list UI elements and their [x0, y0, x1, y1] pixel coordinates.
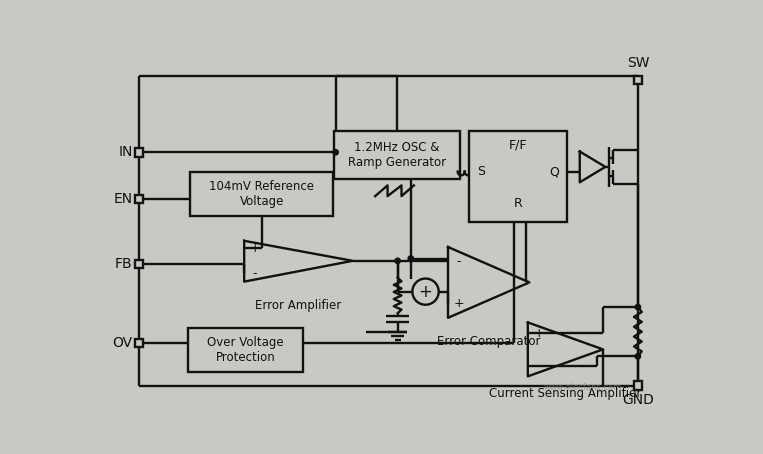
Text: Current Sensing Amplifier: Current Sensing Amplifier — [489, 387, 641, 400]
Text: FB: FB — [115, 257, 133, 271]
Circle shape — [635, 304, 641, 310]
Bar — [134, 195, 143, 203]
Text: EN: EN — [114, 192, 133, 206]
Text: +: + — [533, 327, 544, 340]
Text: Q: Q — [549, 165, 559, 178]
Circle shape — [635, 354, 641, 359]
Text: Over Voltage
Protection: Over Voltage Protection — [208, 336, 284, 364]
Text: -: - — [456, 255, 461, 268]
Bar — [633, 381, 642, 390]
Text: GND: GND — [622, 393, 654, 407]
Text: SW: SW — [626, 56, 649, 70]
Text: R: R — [513, 197, 522, 210]
Bar — [633, 76, 642, 84]
Text: +: + — [419, 283, 433, 301]
Text: +: + — [453, 297, 464, 310]
Text: F/F: F/F — [508, 139, 527, 152]
Text: +: + — [250, 242, 260, 255]
Circle shape — [395, 258, 401, 263]
Text: S: S — [477, 165, 485, 178]
Text: Error Amplifier: Error Amplifier — [256, 299, 342, 311]
Bar — [469, 132, 567, 222]
Bar — [188, 328, 303, 372]
Bar — [190, 172, 333, 216]
Bar — [334, 132, 459, 179]
Text: Error Comparator: Error Comparator — [436, 335, 540, 348]
Text: OV: OV — [112, 336, 133, 350]
Text: www.elecfans.com: www.elecfans.com — [544, 383, 623, 392]
Text: IN: IN — [118, 145, 133, 159]
Text: 1.2MHz OSC &
Ramp Generator: 1.2MHz OSC & Ramp Generator — [348, 141, 446, 169]
Bar — [134, 339, 143, 347]
Bar — [134, 260, 143, 268]
Circle shape — [333, 149, 338, 155]
Text: 104mV Reference
Voltage: 104mV Reference Voltage — [209, 180, 314, 208]
Text: -: - — [536, 359, 541, 372]
Bar — [134, 148, 143, 157]
Text: -: - — [253, 267, 257, 280]
Circle shape — [408, 256, 414, 261]
